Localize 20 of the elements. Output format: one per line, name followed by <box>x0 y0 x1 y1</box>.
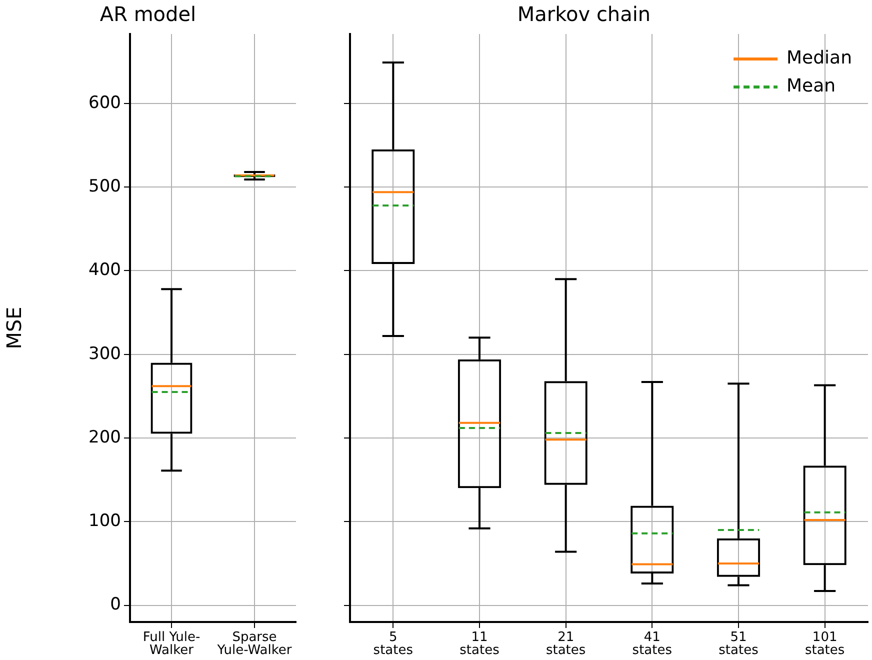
x-tick-label: 51 states <box>718 630 759 658</box>
x-tick-label: 5 states <box>373 630 414 658</box>
y-tick-label: 500 <box>88 176 121 196</box>
y-tick-label: 200 <box>88 427 121 448</box>
x-tick-label: 101 states <box>804 630 845 658</box>
y-axis-title: MSE <box>2 306 26 350</box>
annotation: Mean <box>786 76 836 97</box>
y-tick-label: 0 <box>110 594 121 615</box>
chart-title: AR model <box>100 2 196 26</box>
y-tick-label: 600 <box>88 92 121 113</box>
y-tick-label: 100 <box>88 511 121 532</box>
y-tick-label: 300 <box>88 344 121 364</box>
x-tick-label: 11 states <box>460 630 500 658</box>
x-tick-label: Sparse Yule-Walker <box>216 630 292 658</box>
x-tick-label: Full Yule- Walker <box>142 630 200 658</box>
x-tick-label: 41 states <box>632 630 672 658</box>
annotation: Median <box>786 48 852 69</box>
x-tick-label: 21 states <box>546 630 586 658</box>
y-tick-label: 400 <box>88 260 121 280</box>
chart-title: Markov chain <box>517 2 651 26</box>
